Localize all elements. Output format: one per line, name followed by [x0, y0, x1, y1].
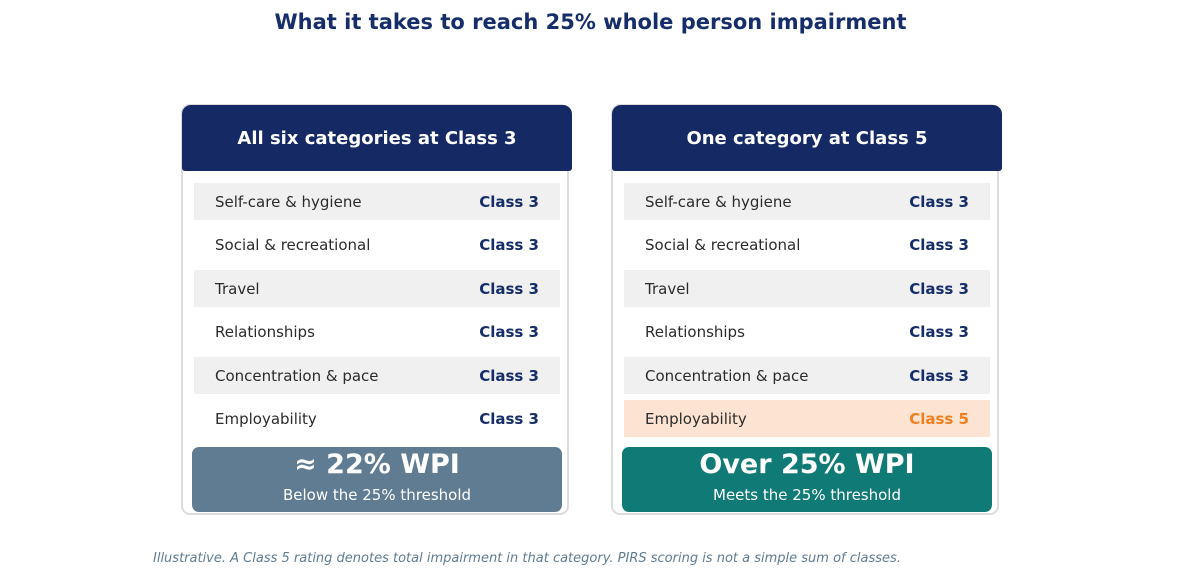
category-label: Travel	[215, 279, 260, 298]
category-label: Travel	[645, 279, 690, 298]
result-caption: Meets the 25% threshold	[713, 486, 901, 504]
result-value: Over 25% WPI	[699, 449, 915, 480]
category-row-social: Social & recreational Class 3	[194, 226, 560, 263]
category-row-travel: Travel Class 3	[624, 270, 990, 307]
panel-header: One category at Class 5	[612, 105, 1002, 171]
panel-header: All six categories at Class 3	[182, 105, 572, 171]
category-row-self-care: Self-care & hygiene Class 3	[624, 183, 990, 220]
category-row-employability: Employability Class 3	[194, 400, 560, 437]
class-value: Class 5	[909, 409, 969, 428]
category-row-social: Social & recreational Class 3	[624, 226, 990, 263]
footnote: Illustrative. A Class 5 rating denotes t…	[153, 551, 901, 566]
result-caption: Below the 25% threshold	[282, 486, 472, 504]
class-value: Class 3	[909, 235, 969, 254]
class-value: Class 3	[479, 192, 539, 211]
category-row-employability-highlighted: Employability Class 5	[624, 400, 990, 437]
category-label: Self-care & hygiene	[215, 192, 362, 211]
category-row-concentration: Concentration & pace Class 3	[194, 357, 560, 394]
category-label: Self-care & hygiene	[645, 192, 792, 211]
category-label: Relationships	[645, 322, 745, 341]
result-value: ≈ 22% WPI	[294, 449, 460, 480]
category-label: Social & recreational	[645, 235, 801, 254]
category-label: Relationships	[215, 322, 315, 341]
panel-all-class-3: All six categories at Class 3 Self-care …	[181, 104, 572, 515]
category-row-self-care: Self-care & hygiene Class 3	[194, 183, 560, 220]
class-value: Class 3	[479, 279, 539, 298]
class-value: Class 3	[909, 279, 969, 298]
panel-one-class-5: One category at Class 5 Self-care & hygi…	[611, 104, 1002, 515]
class-value: Class 3	[479, 409, 539, 428]
category-label: Concentration & pace	[215, 366, 379, 385]
class-value: Class 3	[479, 366, 539, 385]
category-label: Employability	[645, 409, 747, 428]
result-box: Over 25% WPI Meets the 25% threshold	[622, 447, 992, 512]
class-value: Class 3	[909, 366, 969, 385]
page-title: What it takes to reach 25% whole person …	[274, 10, 907, 34]
category-label: Social & recreational	[215, 235, 371, 254]
class-value: Class 3	[909, 192, 969, 211]
class-value: Class 3	[909, 322, 969, 341]
class-value: Class 3	[479, 235, 539, 254]
category-row-travel: Travel Class 3	[194, 270, 560, 307]
class-value: Class 3	[479, 322, 539, 341]
category-row-concentration: Concentration & pace Class 3	[624, 357, 990, 394]
result-box: ≈ 22% WPI Below the 25% threshold	[192, 447, 562, 512]
category-label: Concentration & pace	[645, 366, 809, 385]
category-label: Employability	[215, 409, 317, 428]
category-row-relationships: Relationships Class 3	[194, 313, 560, 350]
category-row-relationships: Relationships Class 3	[624, 313, 990, 350]
